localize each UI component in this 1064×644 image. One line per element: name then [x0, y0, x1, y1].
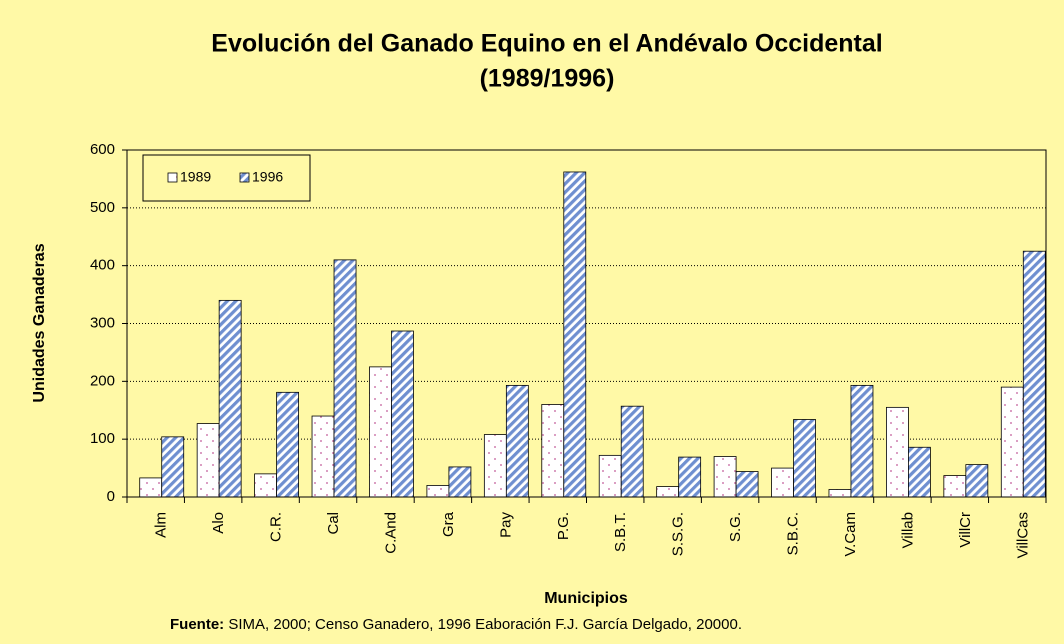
bar	[391, 330, 414, 498]
bar	[908, 446, 931, 498]
bar	[793, 419, 816, 498]
source: Fuente: SIMA, 2000; Censo Ganadero, 1996…	[170, 616, 742, 633]
y-tick-label: 500	[90, 199, 115, 216]
y-tick-label: 200	[90, 372, 115, 389]
bar	[965, 464, 989, 498]
bar	[620, 405, 644, 498]
legend-label: 1996	[252, 169, 283, 185]
y-tick-label: 600	[90, 141, 115, 158]
bar	[1022, 250, 1046, 498]
x-tick-label: V.Cam	[842, 512, 859, 556]
x-tick-label: Gra	[440, 511, 457, 537]
bar	[333, 259, 357, 498]
x-tick-label: VillCr	[957, 512, 974, 548]
bar	[656, 486, 680, 498]
bar	[139, 477, 163, 498]
x-tick-label: C.R.	[268, 512, 285, 542]
bar	[311, 415, 335, 498]
bar	[541, 404, 565, 498]
bar	[1000, 386, 1024, 498]
bar	[483, 434, 507, 498]
legend-label: 1989	[180, 169, 211, 185]
x-tick-label: Pay	[497, 512, 514, 538]
x-tick-label: Alo	[210, 512, 227, 534]
bar	[713, 456, 737, 498]
bar	[886, 406, 909, 498]
legend-swatch	[167, 172, 178, 183]
bar	[678, 456, 702, 498]
legend-swatch	[239, 172, 250, 183]
bar	[943, 475, 967, 498]
bar	[254, 473, 277, 498]
bar	[828, 489, 852, 498]
x-tick-label: S.B.T.	[612, 512, 629, 552]
x-tick-label: VillCas	[1014, 512, 1031, 558]
x-tick-label: C.And	[382, 512, 399, 554]
x-tick-label: Cal	[325, 512, 342, 535]
bar	[369, 366, 392, 498]
bar	[563, 171, 587, 498]
bar	[850, 384, 874, 498]
x-axis-label: Municipios	[544, 590, 628, 607]
bar	[161, 436, 185, 498]
y-axis-label: Unidades Ganaderas	[31, 243, 48, 402]
bar	[196, 423, 220, 498]
x-tick-label: Villab	[899, 512, 916, 548]
chart-title: Evolución del Ganado Equino en el Andéva…	[211, 30, 882, 58]
bar	[598, 454, 622, 498]
bar	[735, 471, 759, 498]
bar	[448, 466, 472, 498]
x-tick-label: S.B.C.	[785, 512, 802, 555]
chart-subtitle: (1989/1996)	[480, 65, 615, 93]
bar	[771, 467, 794, 498]
bar	[505, 384, 529, 498]
bar	[218, 299, 242, 498]
x-tick-label: S.G.	[727, 512, 744, 542]
y-tick-label: 0	[107, 488, 115, 505]
bar	[276, 391, 299, 498]
x-tick-label: S.S.G.	[670, 512, 687, 556]
y-tick-label: 400	[90, 257, 115, 274]
source-label: Fuente:	[170, 616, 224, 633]
x-tick-label: Alm	[153, 512, 170, 538]
source-text: SIMA, 2000; Censo Ganadero, 1996 Eaborac…	[228, 616, 742, 633]
x-tick-label: P.G.	[555, 512, 572, 540]
bar	[426, 485, 450, 498]
y-tick-label: 300	[90, 314, 115, 331]
y-tick-label: 100	[90, 430, 115, 447]
